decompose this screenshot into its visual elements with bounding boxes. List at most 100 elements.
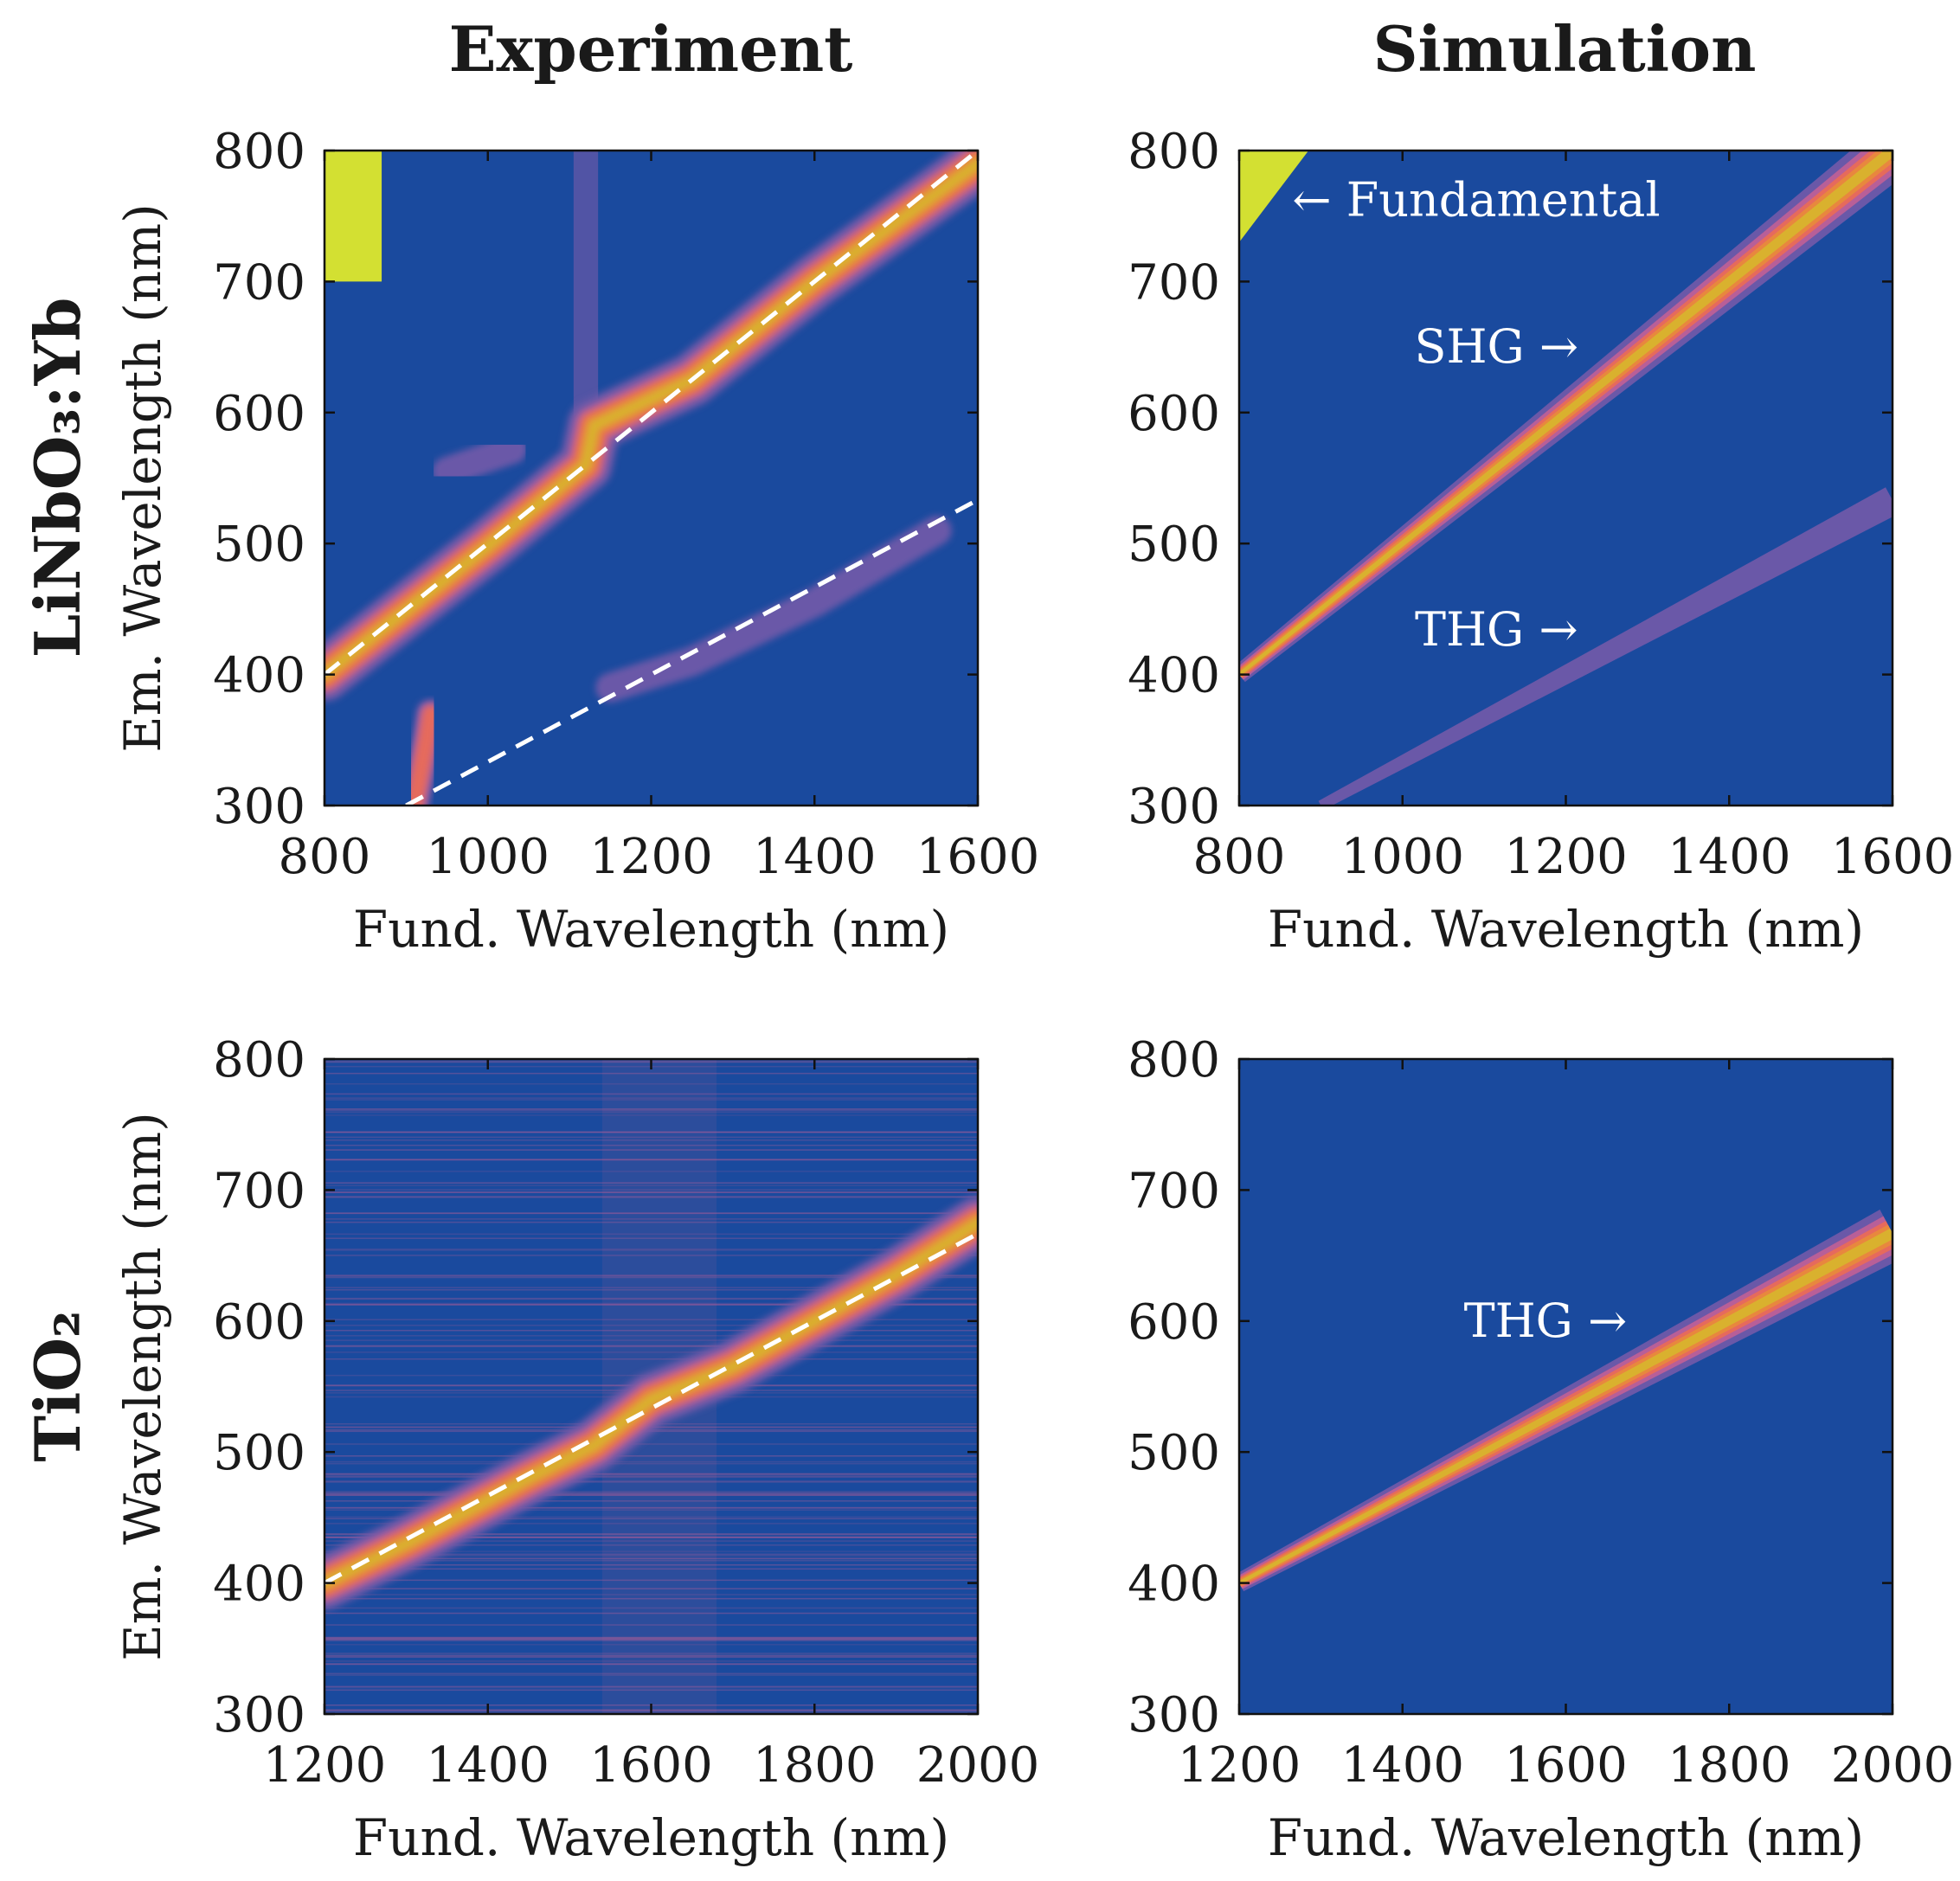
noise-streak xyxy=(325,1473,978,1475)
x-tick-label: 1200 xyxy=(263,1737,387,1794)
panel-tio2-experiment: 1200 1400 1600 1800 2000 300 400 500 600 700 800 Fu… xyxy=(113,1032,1039,1867)
noise-streak xyxy=(325,1276,978,1279)
y-tick-label: 400 xyxy=(213,1557,305,1613)
noise-streak xyxy=(325,1233,978,1236)
noise-streak xyxy=(325,1476,978,1478)
noise-streak xyxy=(325,1136,978,1139)
noise-streak xyxy=(325,1493,978,1496)
y-tick-label: 500 xyxy=(1128,1425,1220,1481)
y-tick-label: 300 xyxy=(1128,1687,1220,1743)
noise-streak xyxy=(325,1480,978,1482)
plot-area xyxy=(1239,1059,1893,1714)
noise-streak xyxy=(325,1636,978,1639)
y-tick-label: 500 xyxy=(1128,517,1220,573)
band-THG-signal xyxy=(595,516,952,703)
x-tick-label: 1800 xyxy=(753,1737,877,1794)
dashed-line-SHG-fit xyxy=(325,151,978,677)
noise-streak xyxy=(325,1637,978,1640)
noise-streak xyxy=(325,1111,978,1114)
noise-streak xyxy=(325,1474,978,1476)
x-tick-label: 1400 xyxy=(753,829,877,885)
band-UV-spot xyxy=(406,706,439,806)
noise-streak xyxy=(325,1304,978,1306)
noise-streak xyxy=(325,1132,978,1133)
noise-streak xyxy=(325,1108,978,1110)
noise-streak xyxy=(325,1533,978,1536)
noise-streak xyxy=(325,1329,978,1332)
noise-streak xyxy=(325,1686,978,1689)
noise-streak xyxy=(325,1072,978,1075)
noise-streak xyxy=(325,1097,978,1099)
noise-streak xyxy=(325,1149,978,1151)
x-tick-label: 1400 xyxy=(1668,829,1791,885)
noise-streak xyxy=(325,1212,978,1215)
noise-streak xyxy=(325,1159,978,1161)
noise-streak xyxy=(325,1597,978,1600)
y-tick-label: 800 xyxy=(1128,1032,1220,1088)
annotation-label: THG → xyxy=(1415,602,1578,657)
x-axis-label: Fund. Wavelength (nm) xyxy=(353,1808,949,1867)
noise-streak xyxy=(325,1358,978,1360)
noise-streak xyxy=(325,1455,978,1457)
noise-streak xyxy=(325,1289,978,1291)
y-tick-label: 500 xyxy=(213,1425,305,1481)
plot-area xyxy=(1239,151,1893,806)
noise-streak xyxy=(325,1345,978,1348)
noise-streak xyxy=(325,1607,978,1609)
noise-streak xyxy=(325,1500,978,1502)
noise-streak xyxy=(325,1640,978,1641)
noise-streak xyxy=(325,1351,978,1353)
noise-streak xyxy=(325,1196,978,1197)
dashed-line-THG-fit xyxy=(405,498,978,806)
noise-streak xyxy=(325,1189,978,1191)
noise-streak xyxy=(325,1537,978,1538)
noise-streak xyxy=(325,1274,978,1276)
column-title-simulation: Simulation xyxy=(1373,12,1757,86)
noise-streak xyxy=(325,1255,978,1256)
noise-streak xyxy=(325,1218,978,1220)
noise-streak xyxy=(325,1329,978,1332)
noise-streak xyxy=(325,1298,978,1300)
noise-streak xyxy=(325,1533,978,1535)
y-tick-label: 600 xyxy=(1128,386,1220,442)
noise-streak xyxy=(325,1685,978,1688)
noise-streak xyxy=(325,1304,978,1306)
noise-streak xyxy=(325,1182,978,1184)
noise-streak xyxy=(325,1557,978,1560)
band-SHG-band xyxy=(1239,151,1893,677)
noise-streak xyxy=(325,1491,978,1493)
plot-area xyxy=(325,1059,978,1714)
y-tick-label: 300 xyxy=(1128,779,1220,835)
noise-streak xyxy=(325,1184,978,1186)
noise-streak xyxy=(325,1159,978,1160)
noise-streak xyxy=(325,1461,978,1463)
noise-streak xyxy=(325,1221,978,1223)
x-tick-label: 2000 xyxy=(916,1737,1040,1794)
noise-streak xyxy=(325,1287,978,1288)
noise-streak xyxy=(325,1672,978,1675)
noise-streak xyxy=(325,1663,978,1665)
x-tick-label: 800 xyxy=(279,829,371,885)
noise-streak xyxy=(325,1550,978,1552)
noise-streak xyxy=(325,1638,978,1640)
noise-streak xyxy=(325,1557,978,1559)
noise-streak xyxy=(325,1663,978,1666)
noise-streak xyxy=(325,1249,978,1251)
noise-streak xyxy=(325,1248,978,1250)
noise-streak xyxy=(325,1506,978,1509)
y-tick-label: 700 xyxy=(1128,254,1220,311)
noise-streak xyxy=(325,1537,978,1538)
y-tick-label: 700 xyxy=(213,254,305,311)
region-fundamental-leakage xyxy=(325,151,382,282)
noise-streak xyxy=(325,1297,978,1300)
noise-streak xyxy=(325,1275,978,1277)
noise-streak xyxy=(325,1674,978,1676)
x-axis-label: Fund. Wavelength (nm) xyxy=(1268,900,1864,959)
plot-area xyxy=(325,151,978,806)
panel-tio2-simulation: THG → 1200 1400 1600 1800 2000 300 400 500 600 700… xyxy=(1128,1032,1954,1867)
y-tick-label: 700 xyxy=(213,1163,305,1219)
noise-streak xyxy=(325,1624,978,1626)
annotation-label: SHG → xyxy=(1414,319,1578,374)
column-title-experiment: Experiment xyxy=(449,12,853,86)
